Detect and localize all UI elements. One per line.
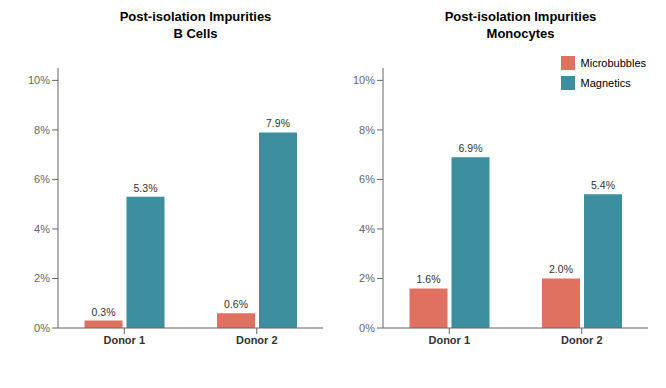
html-text:Magnetics: Magnetics: [580, 77, 631, 89]
svg-text:2.0%: 2.0%: [549, 263, 573, 275]
svg-text:8%: 8%: [359, 124, 375, 136]
svg-text:10%: 10%: [28, 74, 50, 86]
svg-text:0%: 0%: [359, 322, 375, 334]
svg-text:4%: 4%: [359, 223, 375, 235]
svg-text:Donor 1: Donor 1: [103, 334, 145, 346]
svg-text:6%: 6%: [359, 173, 375, 185]
svg-text:0.6%: 0.6%: [224, 298, 248, 310]
svg-text:2%: 2%: [34, 272, 50, 284]
svg-text:1.6%: 1.6%: [417, 273, 441, 285]
html-text:Post-isolation Impurities Mono: Post-isolation Impurities Monocytes: [444, 9, 597, 41]
svg-text:6%: 6%: [34, 173, 50, 185]
svg-text:Donor 1: Donor 1: [428, 334, 470, 346]
svg-text:7.9%: 7.9%: [266, 117, 290, 129]
svg-text:10%: 10%: [353, 74, 375, 86]
svg-text:0.3%: 0.3%: [92, 306, 116, 318]
svg-text:2%: 2%: [359, 272, 375, 284]
html-text:Microbubbles: Microbubbles: [580, 57, 646, 69]
svg-text:0%: 0%: [34, 322, 50, 334]
svg-text:6.9%: 6.9%: [459, 142, 483, 154]
svg-text:5.4%: 5.4%: [591, 179, 615, 191]
svg-text:Donor 2: Donor 2: [236, 334, 278, 346]
svg-text:Donor 2: Donor 2: [561, 334, 603, 346]
html-text:Post-isolation Impurities B Ce: Post-isolation Impurities B Cells: [119, 9, 272, 41]
svg-text:4%: 4%: [34, 223, 50, 235]
svg-text:5.3%: 5.3%: [134, 182, 158, 194]
svg-text:8%: 8%: [34, 124, 50, 136]
